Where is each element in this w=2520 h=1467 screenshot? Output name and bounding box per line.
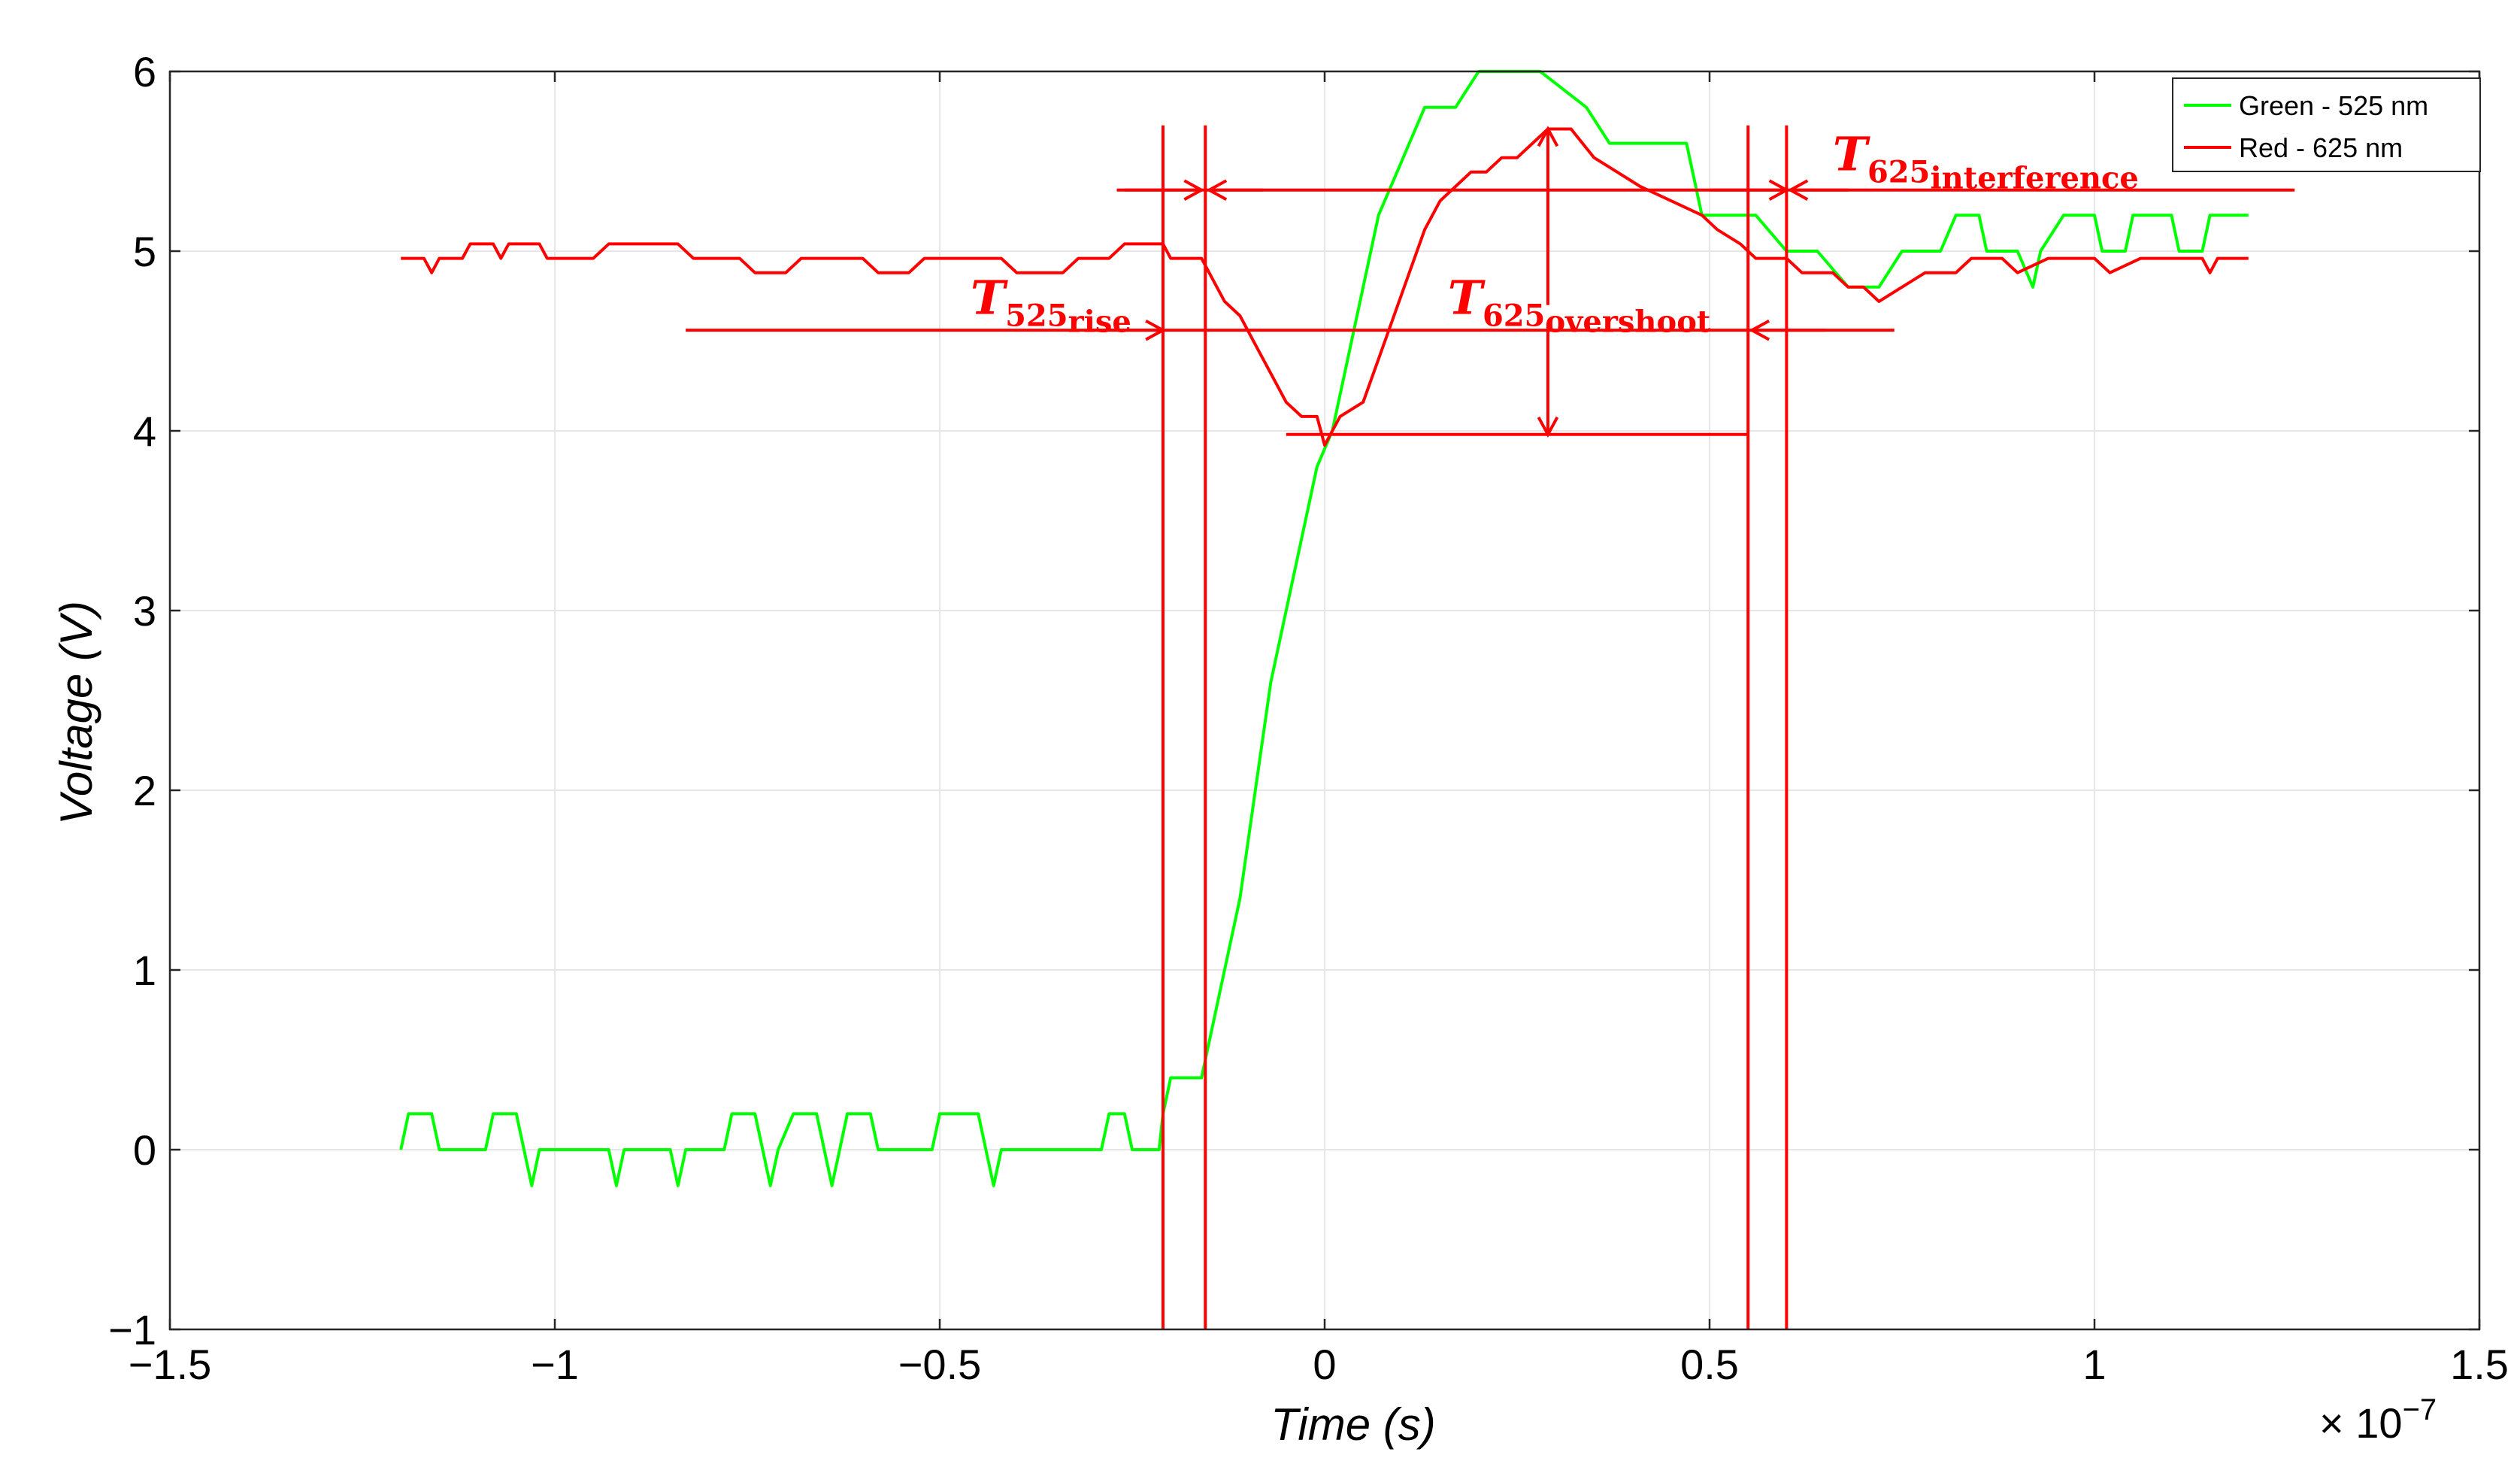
annotation-label: T625interference [1833, 126, 2139, 195]
annotation-arrow-head [1537, 417, 1559, 438]
y-axis-title: Voltage (V) [51, 601, 101, 825]
series-line-green [399, 70, 2249, 1187]
annotation-arrow-head [1787, 179, 1809, 201]
x-tick-label: 1 [2082, 1341, 2106, 1388]
legend-label-green: Green - 525 nm [2239, 90, 2428, 121]
plot-area-border [168, 70, 2481, 1331]
x-exponent-label: × 10−7 [2319, 1393, 2437, 1447]
y-tick-label: 3 [133, 587, 156, 635]
x-tick-label: 0.5 [1680, 1341, 1739, 1388]
annotation-label: T625overshoot [1448, 271, 1711, 340]
x-tick-label: 1.5 [2450, 1341, 2509, 1388]
annotation-arrow-head [1537, 126, 1559, 147]
x-tick-label: −1.5 [129, 1341, 212, 1388]
annotations: T525rise T625overshoot T625interference [686, 125, 2295, 1329]
series-group [399, 70, 2249, 1187]
y-tick-label: 6 [133, 48, 156, 95]
y-tick-label: 5 [133, 228, 156, 275]
annotation-arrow-head [1749, 319, 1770, 341]
y-tick-label: 2 [133, 767, 156, 814]
y-tick-label: 4 [133, 408, 156, 455]
x-tick-label: −0.5 [898, 1341, 982, 1388]
y-tick-label: 1 [133, 947, 156, 994]
y-tick-label: −1 [108, 1306, 156, 1353]
annotation-arrow-head [1768, 179, 1790, 201]
y-tick-label: 0 [133, 1126, 156, 1174]
legend: Green - 525 nm Red - 625 nm [2172, 77, 2481, 172]
series-line-red [401, 127, 2249, 447]
grid [169, 71, 2480, 1330]
x-tick-label: 0 [1313, 1341, 1336, 1388]
x-axis-title: Time (s) [1271, 1399, 1435, 1450]
annotation-arrow-head [1145, 319, 1167, 341]
annotation-arrow-head [1183, 179, 1205, 201]
annotation-arrow-head [1206, 179, 1228, 201]
annotation-label: T525rise [971, 271, 1131, 340]
x-tick-label: −1 [531, 1341, 579, 1388]
legend-label-red: Red - 625 nm [2239, 132, 2403, 163]
